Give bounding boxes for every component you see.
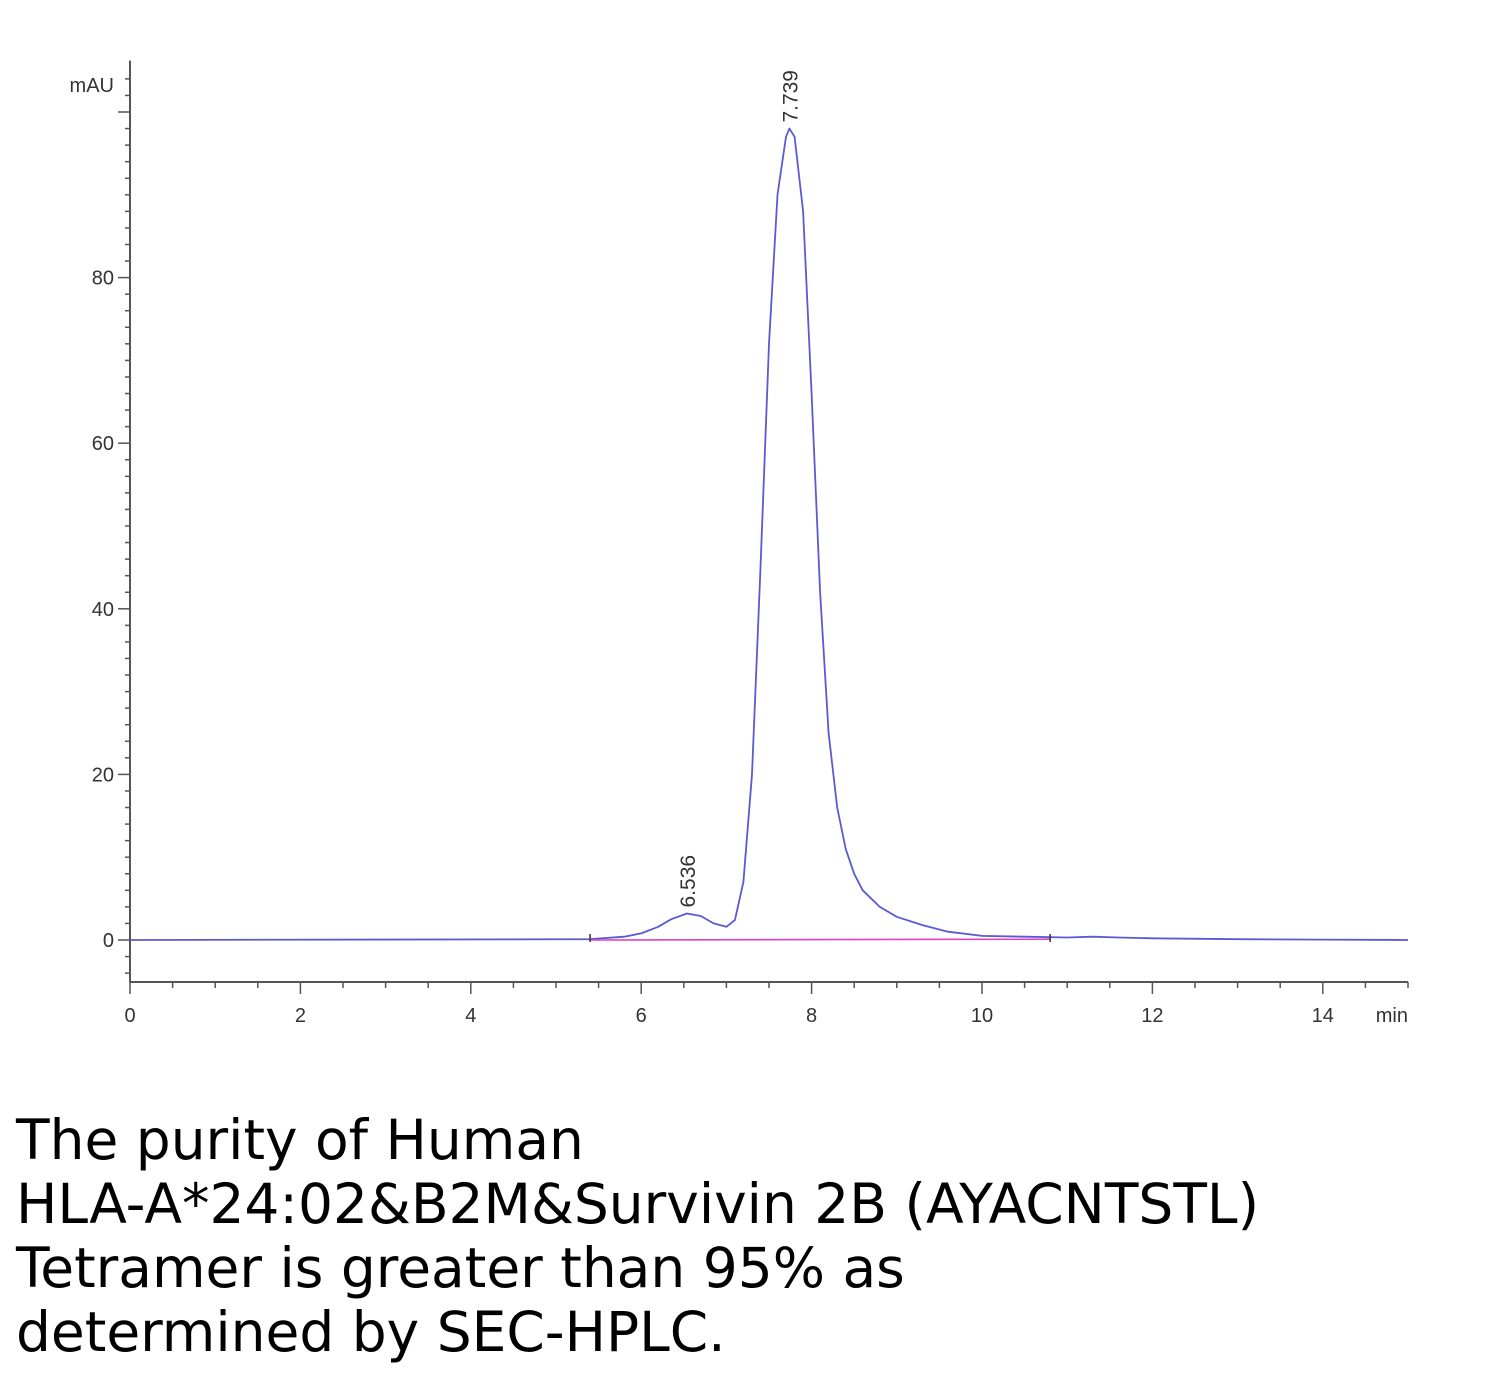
- peak-label: 6.536: [677, 855, 700, 908]
- y-tick-label: 20: [92, 764, 114, 786]
- chart-traces: [129, 127, 1409, 942]
- chart-labels: 6.536 7.739: [677, 70, 802, 908]
- caption-line-3: Tetramer is greater than 95% as: [16, 1236, 905, 1300]
- y-tick-label: 0: [103, 930, 114, 952]
- x-tick-label: 10: [971, 1005, 993, 1027]
- x-tick-label: 2: [295, 1005, 306, 1027]
- chart-axes: 0 20 40 60 80 mAU 0 2 4 6 8 10 12 14 min: [70, 60, 1409, 1027]
- caption-line-1: The purity of Human: [16, 1108, 584, 1172]
- peak-label: 7.739: [779, 70, 802, 123]
- chromatogram-chart: 0 20 40 60 80 mAU 0 2 4 6 8 10 12 14 min 6.536 7.739: [70, 60, 1409, 1027]
- chromatogram-trace: [129, 127, 1409, 941]
- y-axis-label: mAU: [70, 75, 114, 97]
- caption: The purity of Human HLA-A*24:02&B2M&Surv…: [16, 1108, 1486, 1364]
- y-tick-label: 60: [92, 433, 114, 455]
- y-tick-label: 80: [92, 268, 114, 290]
- x-tick-label: 6: [636, 1005, 647, 1027]
- y-tick-label: 40: [92, 599, 114, 621]
- x-tick-label: 4: [465, 1005, 476, 1027]
- x-tick-label: 12: [1141, 1005, 1163, 1027]
- x-axis-label: min: [1376, 1005, 1408, 1027]
- caption-line-4: determined by SEC-HPLC.: [16, 1300, 726, 1364]
- x-tick-label: 8: [806, 1005, 817, 1027]
- x-tick-label: 14: [1312, 1005, 1334, 1027]
- integration-baseline: [590, 938, 1051, 941]
- caption-line-2: HLA-A*24:02&B2M&Survivin 2B (AYACNTSTL): [16, 1172, 1260, 1236]
- x-tick-label: 0: [124, 1005, 135, 1027]
